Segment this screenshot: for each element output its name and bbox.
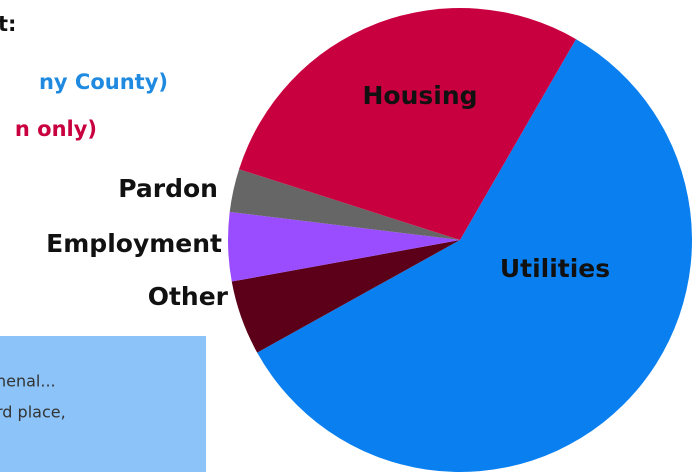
slice-label: Housing	[362, 81, 477, 110]
pie-slice	[231, 240, 460, 353]
slice-label: Pardon	[118, 174, 218, 203]
header-title: t:	[0, 12, 16, 36]
slice-label: Other	[148, 282, 229, 311]
header-line: ny County)	[39, 70, 168, 94]
slice-label: Employment	[46, 229, 222, 258]
header-line: n only)	[15, 117, 97, 141]
slice-label: Utilities	[500, 254, 610, 283]
pie-slice	[227, 211, 460, 282]
pie-slice	[257, 39, 692, 472]
note-line: henal...	[0, 372, 56, 391]
note-line: rd place,	[0, 403, 66, 422]
note-box	[0, 336, 206, 472]
pie-slice	[229, 169, 460, 240]
pie-slice	[239, 8, 576, 240]
